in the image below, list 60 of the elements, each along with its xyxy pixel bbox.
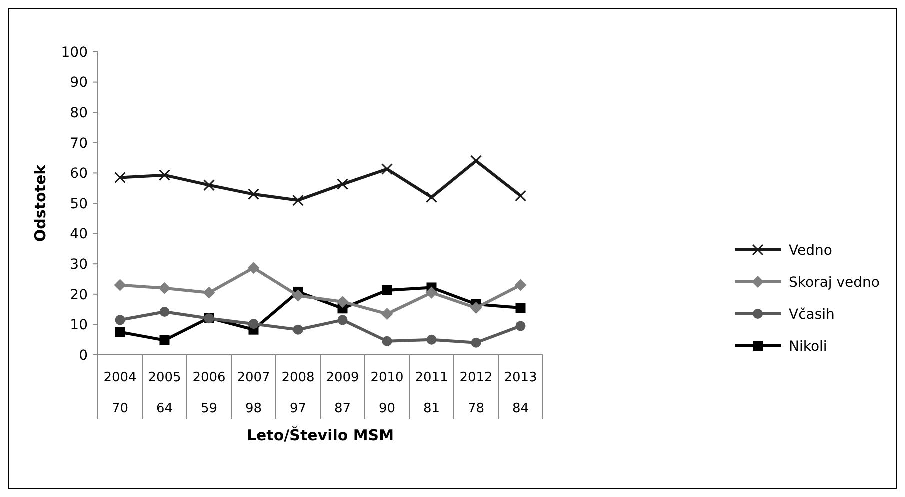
- y-tick-label: 60: [70, 166, 88, 182]
- point: [160, 335, 170, 346]
- point: [471, 338, 482, 348]
- point: [293, 324, 304, 335]
- y-tick-label: 20: [70, 287, 88, 304]
- y-tick-label: 40: [70, 226, 88, 243]
- point: [338, 315, 348, 326]
- point: [248, 262, 260, 274]
- y-tick-label: 80: [70, 106, 88, 122]
- point: [470, 302, 482, 314]
- legend-label: Vedno: [789, 242, 832, 259]
- point: [203, 286, 216, 299]
- point: [382, 285, 392, 296]
- point: [515, 190, 526, 202]
- point: [470, 155, 482, 167]
- point: [115, 327, 126, 338]
- point: [158, 282, 171, 294]
- y-tick-label: 70: [70, 136, 88, 152]
- y-tick-label: 100: [61, 44, 88, 61]
- point: [248, 319, 259, 330]
- x-axis-title: Leto/Število MSM: [246, 426, 394, 444]
- category-label: 2011 81: [415, 370, 448, 417]
- point: [426, 334, 437, 345]
- y-tick-label: 0: [79, 348, 88, 364]
- point: [337, 178, 348, 190]
- point: [292, 194, 304, 206]
- category-label: 2006 59: [192, 370, 226, 417]
- point: [115, 315, 126, 326]
- point: [426, 286, 438, 299]
- category-label: 2005 64: [148, 370, 182, 417]
- point: [248, 188, 260, 200]
- category-label: 2010 90: [370, 370, 404, 417]
- y-tick-label: 90: [70, 75, 88, 92]
- category-label: 2007 98: [237, 370, 270, 417]
- y-tick-label: 30: [70, 257, 88, 273]
- point: [336, 296, 349, 308]
- category-label: 2013 84: [504, 370, 538, 417]
- point: [382, 164, 393, 176]
- category-label: 2008 97: [282, 370, 315, 417]
- category-label: 2004 70: [104, 370, 137, 417]
- point: [204, 180, 215, 192]
- point: [516, 321, 526, 332]
- point: [381, 308, 394, 320]
- point: [159, 170, 170, 182]
- point: [292, 290, 304, 302]
- category-label: 2009 87: [326, 370, 360, 417]
- y-axis-title: Odstotek: [31, 164, 50, 242]
- point: [114, 172, 126, 184]
- y-tick-label: 10: [70, 318, 88, 334]
- legend-label: Nikoli: [789, 338, 828, 355]
- y-tick-label: 50: [70, 196, 88, 212]
- legend-label: Včasih: [789, 306, 835, 323]
- point: [514, 279, 527, 292]
- point: [426, 192, 438, 204]
- point: [114, 279, 126, 292]
- point: [382, 336, 392, 346]
- point: [516, 303, 526, 314]
- legend-label: Skoraj vedno: [789, 274, 880, 291]
- point: [160, 306, 170, 317]
- category-label: 2012 78: [460, 370, 493, 417]
